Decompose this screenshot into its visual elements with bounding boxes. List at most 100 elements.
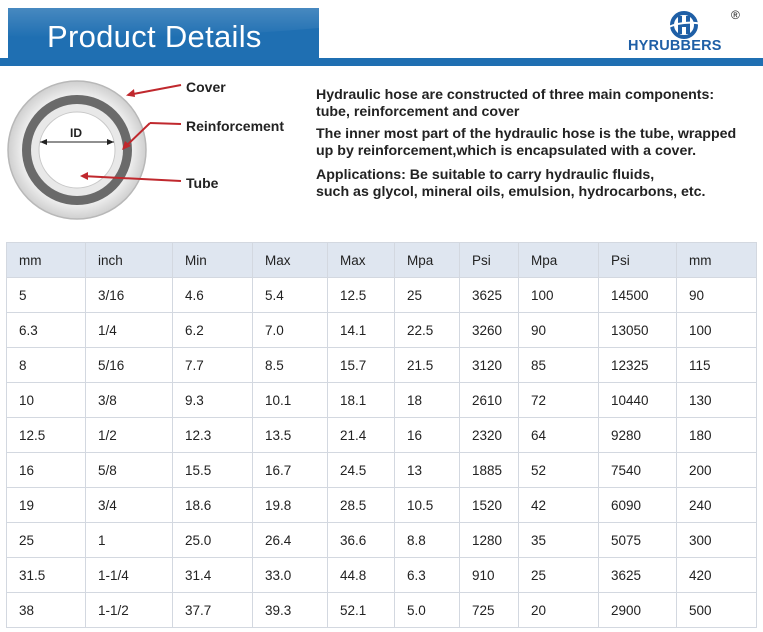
table-cell: 5	[6, 277, 86, 313]
table-cell: 52	[518, 452, 599, 488]
page-title: Product Details	[47, 19, 262, 54]
table-cell: 3625	[598, 557, 677, 593]
table-cell: 2610	[459, 382, 519, 418]
table-cell: 25.0	[172, 522, 253, 558]
table-row: 16 5/8 15.5 16.7 24.5 13 1885 52 7540 200	[6, 452, 757, 488]
table-cell: 1-1/2	[85, 592, 173, 628]
table-cell: 38	[6, 592, 86, 628]
table-cell: 180	[676, 417, 757, 453]
table-cell: 6.3	[6, 312, 86, 348]
table-cell: 44.8	[327, 557, 395, 593]
table-cell: 200	[676, 452, 757, 488]
table-cell: 910	[459, 557, 519, 593]
logo-mark-icon	[665, 11, 703, 39]
description-line-4: up by reinforcement,which is encapsulate…	[316, 143, 697, 159]
table-cell: 37.7	[172, 592, 253, 628]
table-header-row: mm inch Min Max Max Mpa Psi Mpa Psi mm	[6, 242, 757, 278]
column-header: mm	[676, 242, 757, 278]
table-cell: 100	[518, 277, 599, 313]
table-cell: 100	[676, 312, 757, 348]
id-label: ID	[70, 126, 82, 140]
table-cell: 5075	[598, 522, 677, 558]
table-cell: 4.6	[172, 277, 253, 313]
table-cell: 7.7	[172, 347, 253, 383]
table-cell: 64	[518, 417, 599, 453]
table-cell: 9280	[598, 417, 677, 453]
table-cell: 28.5	[327, 487, 395, 523]
table-cell: 21.5	[394, 347, 460, 383]
table-cell: 21.4	[327, 417, 395, 453]
table-cell: 13050	[598, 312, 677, 348]
table-cell: 500	[676, 592, 757, 628]
table-cell: 13.5	[252, 417, 328, 453]
table-row: 31.5 1-1/4 31.4 33.0 44.8 6.3 910 25 3625 420	[6, 557, 757, 593]
column-header: Mpa	[394, 242, 460, 278]
table-cell: 31.5	[6, 557, 86, 593]
table-cell: 31.4	[172, 557, 253, 593]
table-cell: 5.0	[394, 592, 460, 628]
table-cell: 12.5	[6, 417, 86, 453]
table-cell: 36.6	[327, 522, 395, 558]
table-cell: 35	[518, 522, 599, 558]
table-cell: 22.5	[394, 312, 460, 348]
header-bar	[0, 58, 763, 66]
table-cell: 2320	[459, 417, 519, 453]
table-cell: 3/8	[85, 382, 173, 418]
table-cell: 19	[6, 487, 86, 523]
table-cell: 33.0	[252, 557, 328, 593]
table-cell: 3260	[459, 312, 519, 348]
table-cell: 16	[6, 452, 86, 488]
table-cell: 8.5	[252, 347, 328, 383]
table-cell: 1	[85, 522, 173, 558]
table-cell: 725	[459, 592, 519, 628]
banner-shine	[8, 8, 319, 38]
table-cell: 5/16	[85, 347, 173, 383]
table-cell: 10.5	[394, 487, 460, 523]
table-cell: 1280	[459, 522, 519, 558]
column-header: Max	[327, 242, 395, 278]
table-row: 12.5 1/2 12.3 13.5 21.4 16 2320 64 9280 180	[6, 417, 757, 453]
table-cell: 3/4	[85, 487, 173, 523]
table-cell: 10440	[598, 382, 677, 418]
table-cell: 2900	[598, 592, 677, 628]
column-header: inch	[85, 242, 173, 278]
table-row: 6.3 1/4 6.2 7.0 14.1 22.5 3260 90 13050 100	[6, 312, 757, 348]
table-cell: 10.1	[252, 382, 328, 418]
table-cell: 5.4	[252, 277, 328, 313]
hose-specs-table: mm inch Min Max Max Mpa Psi Mpa Psi mm 5…	[6, 242, 757, 628]
table-cell: 7540	[598, 452, 677, 488]
table-cell: 6.2	[172, 312, 253, 348]
table-cell: 12325	[598, 347, 677, 383]
table-cell: 7.0	[252, 312, 328, 348]
description-line-5: Applications: Be suitable to carry hydra…	[316, 167, 655, 183]
table-cell: 420	[676, 557, 757, 593]
table-cell: 1/2	[85, 417, 173, 453]
table-cell: 15.7	[327, 347, 395, 383]
table-cell: 24.5	[327, 452, 395, 488]
table-cell: 6090	[598, 487, 677, 523]
table-cell: 130	[676, 382, 757, 418]
table-cell: 12.5	[327, 277, 395, 313]
table-cell: 20	[518, 592, 599, 628]
table-row: 10 3/8 9.3 10.1 18.1 18 2610 72 10440 130	[6, 382, 757, 418]
table-cell: 42	[518, 487, 599, 523]
table-cell: 18	[394, 382, 460, 418]
table-cell: 6.3	[394, 557, 460, 593]
table-cell: 15.5	[172, 452, 253, 488]
table-cell: 85	[518, 347, 599, 383]
column-header: Mpa	[518, 242, 599, 278]
bore	[38, 111, 116, 189]
table-cell: 18.6	[172, 487, 253, 523]
table-cell: 1885	[459, 452, 519, 488]
table-cell: 1520	[459, 487, 519, 523]
table-cell: 8.8	[394, 522, 460, 558]
table-cell: 1/4	[85, 312, 173, 348]
column-header: Psi	[459, 242, 519, 278]
table-cell: 14500	[598, 277, 677, 313]
table-row: 8 5/16 7.7 8.5 15.7 21.5 3120 85 12325 115	[6, 347, 757, 383]
table-cell: 90	[518, 312, 599, 348]
description-line-3: The inner most part of the hydraulic hos…	[316, 126, 737, 142]
table-cell: 8	[6, 347, 86, 383]
table-row: 38 1-1/2 37.7 39.3 52.1 5.0 725 20 2900 500	[6, 592, 757, 628]
description-line-1: Hydraulic hose are constructed of three …	[316, 87, 715, 103]
